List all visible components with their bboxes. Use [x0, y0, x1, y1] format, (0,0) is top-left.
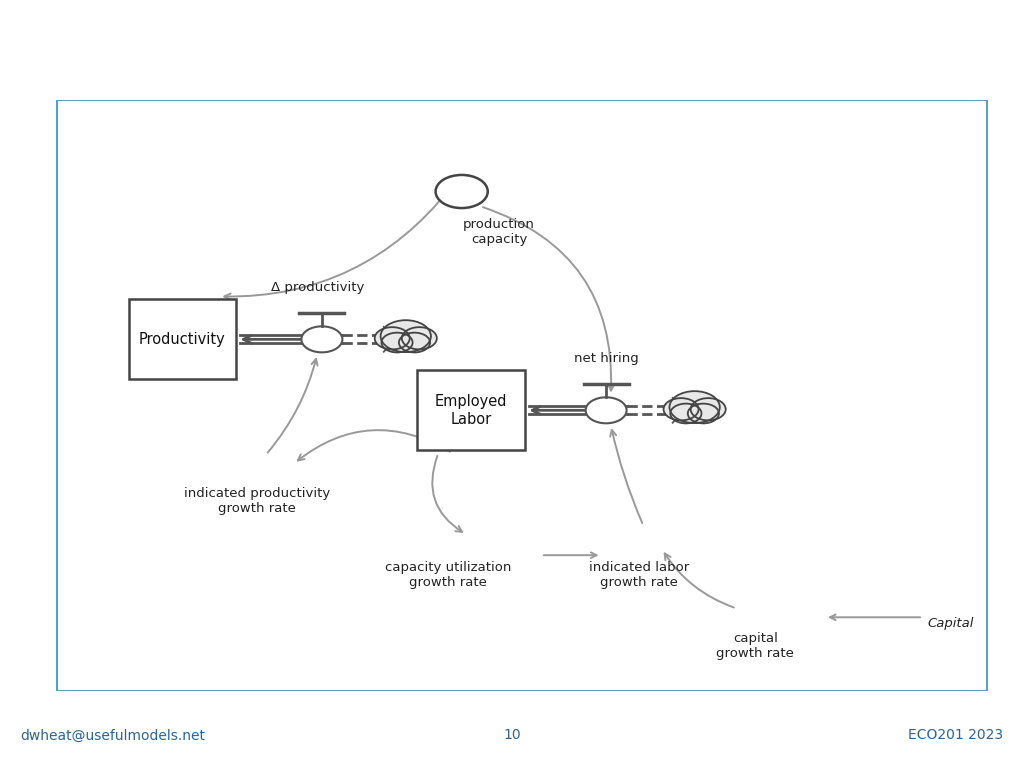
- Circle shape: [375, 327, 410, 349]
- Text: Capital: Capital: [928, 617, 974, 630]
- FancyArrowPatch shape: [665, 554, 734, 607]
- FancyArrowPatch shape: [483, 207, 614, 391]
- Circle shape: [688, 404, 719, 423]
- Circle shape: [382, 333, 413, 353]
- Circle shape: [401, 327, 437, 349]
- Text: Employed
Labor: Employed Labor: [435, 394, 507, 426]
- FancyBboxPatch shape: [418, 370, 524, 450]
- Circle shape: [301, 326, 342, 353]
- Circle shape: [435, 175, 487, 208]
- Circle shape: [586, 397, 627, 423]
- Text: 10: 10: [503, 728, 521, 743]
- Circle shape: [670, 391, 720, 423]
- Text: Employment & Productivity Sector within LC Sub-Model: Employment & Productivity Sector within …: [56, 39, 865, 67]
- Circle shape: [690, 398, 726, 420]
- FancyArrowPatch shape: [432, 455, 462, 532]
- Text: Productivity: Productivity: [138, 332, 225, 347]
- Text: net hiring: net hiring: [573, 352, 639, 365]
- Circle shape: [664, 398, 698, 420]
- FancyArrowPatch shape: [610, 430, 642, 523]
- Text: ECO201 2023: ECO201 2023: [908, 728, 1004, 743]
- Circle shape: [399, 333, 430, 353]
- Text: production
capacity: production capacity: [463, 218, 535, 246]
- FancyArrowPatch shape: [267, 359, 317, 452]
- Text: Δ productivity: Δ productivity: [270, 281, 364, 294]
- Text: capital
growth rate: capital growth rate: [716, 632, 795, 660]
- Text: dwheat@usefulmodels.net: dwheat@usefulmodels.net: [20, 728, 206, 743]
- Text: capacity utilization
growth rate: capacity utilization growth rate: [384, 561, 511, 589]
- Text: indicated labor
growth rate: indicated labor growth rate: [589, 561, 689, 589]
- Circle shape: [381, 320, 431, 352]
- Circle shape: [671, 404, 701, 423]
- FancyArrowPatch shape: [298, 430, 450, 461]
- Text: indicated productivity
growth rate: indicated productivity growth rate: [183, 487, 330, 515]
- FancyArrowPatch shape: [224, 187, 451, 300]
- FancyBboxPatch shape: [129, 300, 236, 379]
